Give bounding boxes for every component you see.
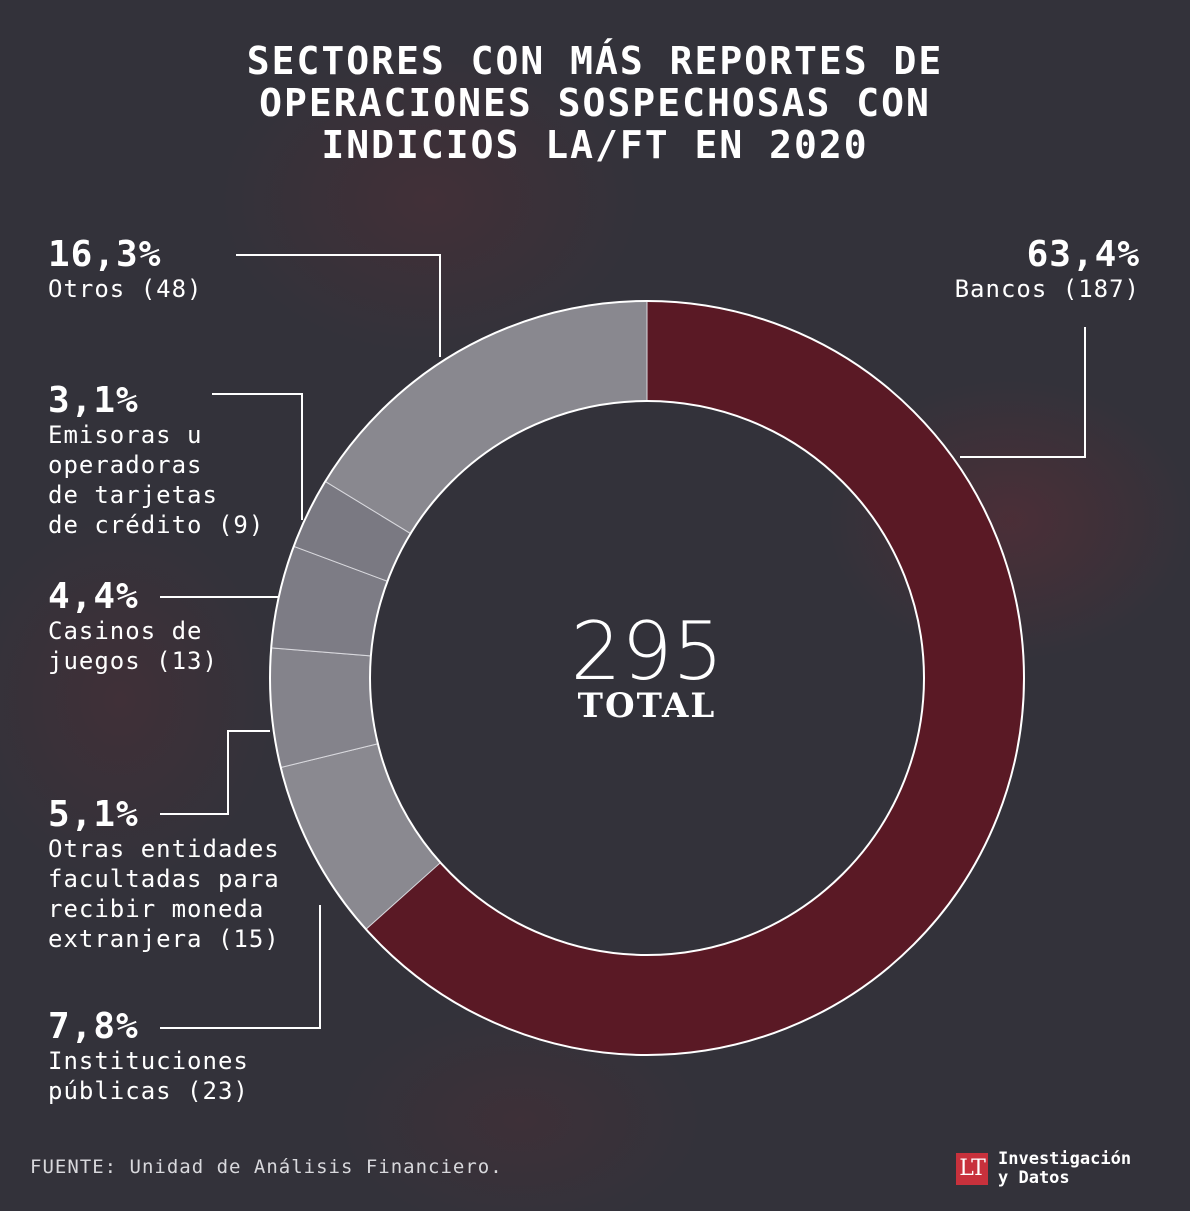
logo-text-line-2: y Datos xyxy=(998,1168,1070,1188)
leader-line-instituciones xyxy=(160,905,321,1029)
source-note: FUENTE: Unidad de Análisis Financiero. xyxy=(30,1156,503,1178)
slice-percent-instituciones: 7,8% xyxy=(48,1006,139,1047)
chart-title: SECTORES CON MÁS REPORTES DE OPERACIONES… xyxy=(0,40,1190,166)
slice-label-emisoras: 3,1% Emisoras u operadoras de tarjetas d… xyxy=(48,382,264,540)
publisher-logo: LT Investigación y Datos xyxy=(956,1150,1131,1188)
logo-text: Investigación y Datos xyxy=(998,1150,1131,1188)
donut-outer-border xyxy=(269,300,1025,1056)
slice-label-instituciones: 7,8% Instituciones públicas (23) xyxy=(48,1008,249,1106)
slice-desc-otros: Otros (48) xyxy=(48,275,203,303)
title-line-2: OPERACIONES SOSPECHOSAS CON xyxy=(259,81,931,125)
total-value: 295 xyxy=(570,605,724,698)
slice-percent-emisoras: 3,1% xyxy=(48,380,139,421)
slice-label-otros: 16,3% Otros (48) xyxy=(48,236,203,304)
slice-percent-casinos: 4,4% xyxy=(48,576,139,617)
slice-bancos xyxy=(365,301,1024,1055)
slice-desc-casinos: Casinos de juegos (13) xyxy=(48,617,218,675)
leader-line-emisoras xyxy=(212,393,303,520)
logo-text-line-1: Investigación xyxy=(998,1149,1132,1169)
lt-logo-icon: LT xyxy=(956,1153,988,1185)
title-line-3: INDICIOS LA/FT EN 2020 xyxy=(321,123,869,167)
donut-slices xyxy=(269,300,1025,1056)
slice-percent-otras-entidades: 5,1% xyxy=(48,794,139,835)
slice-percent-bancos: 63,4% xyxy=(1026,234,1140,275)
slice-desc-otras-entidades: Otras entidades facultadas para recibir … xyxy=(48,835,280,953)
slice-label-casinos: 4,4% Casinos de juegos (13) xyxy=(48,578,218,676)
leader-lines xyxy=(160,254,1086,1029)
leader-line-otras-entidades xyxy=(160,730,270,815)
donut-inner-border xyxy=(369,400,925,956)
title-line-1: SECTORES CON MÁS REPORTES DE xyxy=(246,39,944,83)
leader-line-bancos xyxy=(960,327,1086,458)
slice-desc-bancos: Bancos (187) xyxy=(954,275,1140,303)
total-label: TOTAL xyxy=(577,686,717,726)
slice-label-otras-entidades: 5,1% Otras entidades facultadas para rec… xyxy=(48,796,280,954)
slice-label-bancos: 63,4% Bancos (187) xyxy=(955,236,1140,304)
leader-line-otros xyxy=(236,254,441,357)
slice-desc-emisoras: Emisoras u operadoras de tarjetas de cré… xyxy=(48,421,265,539)
slice-percent-otros: 16,3% xyxy=(48,234,162,275)
slice-desc-instituciones: Instituciones públicas (23) xyxy=(48,1047,249,1105)
